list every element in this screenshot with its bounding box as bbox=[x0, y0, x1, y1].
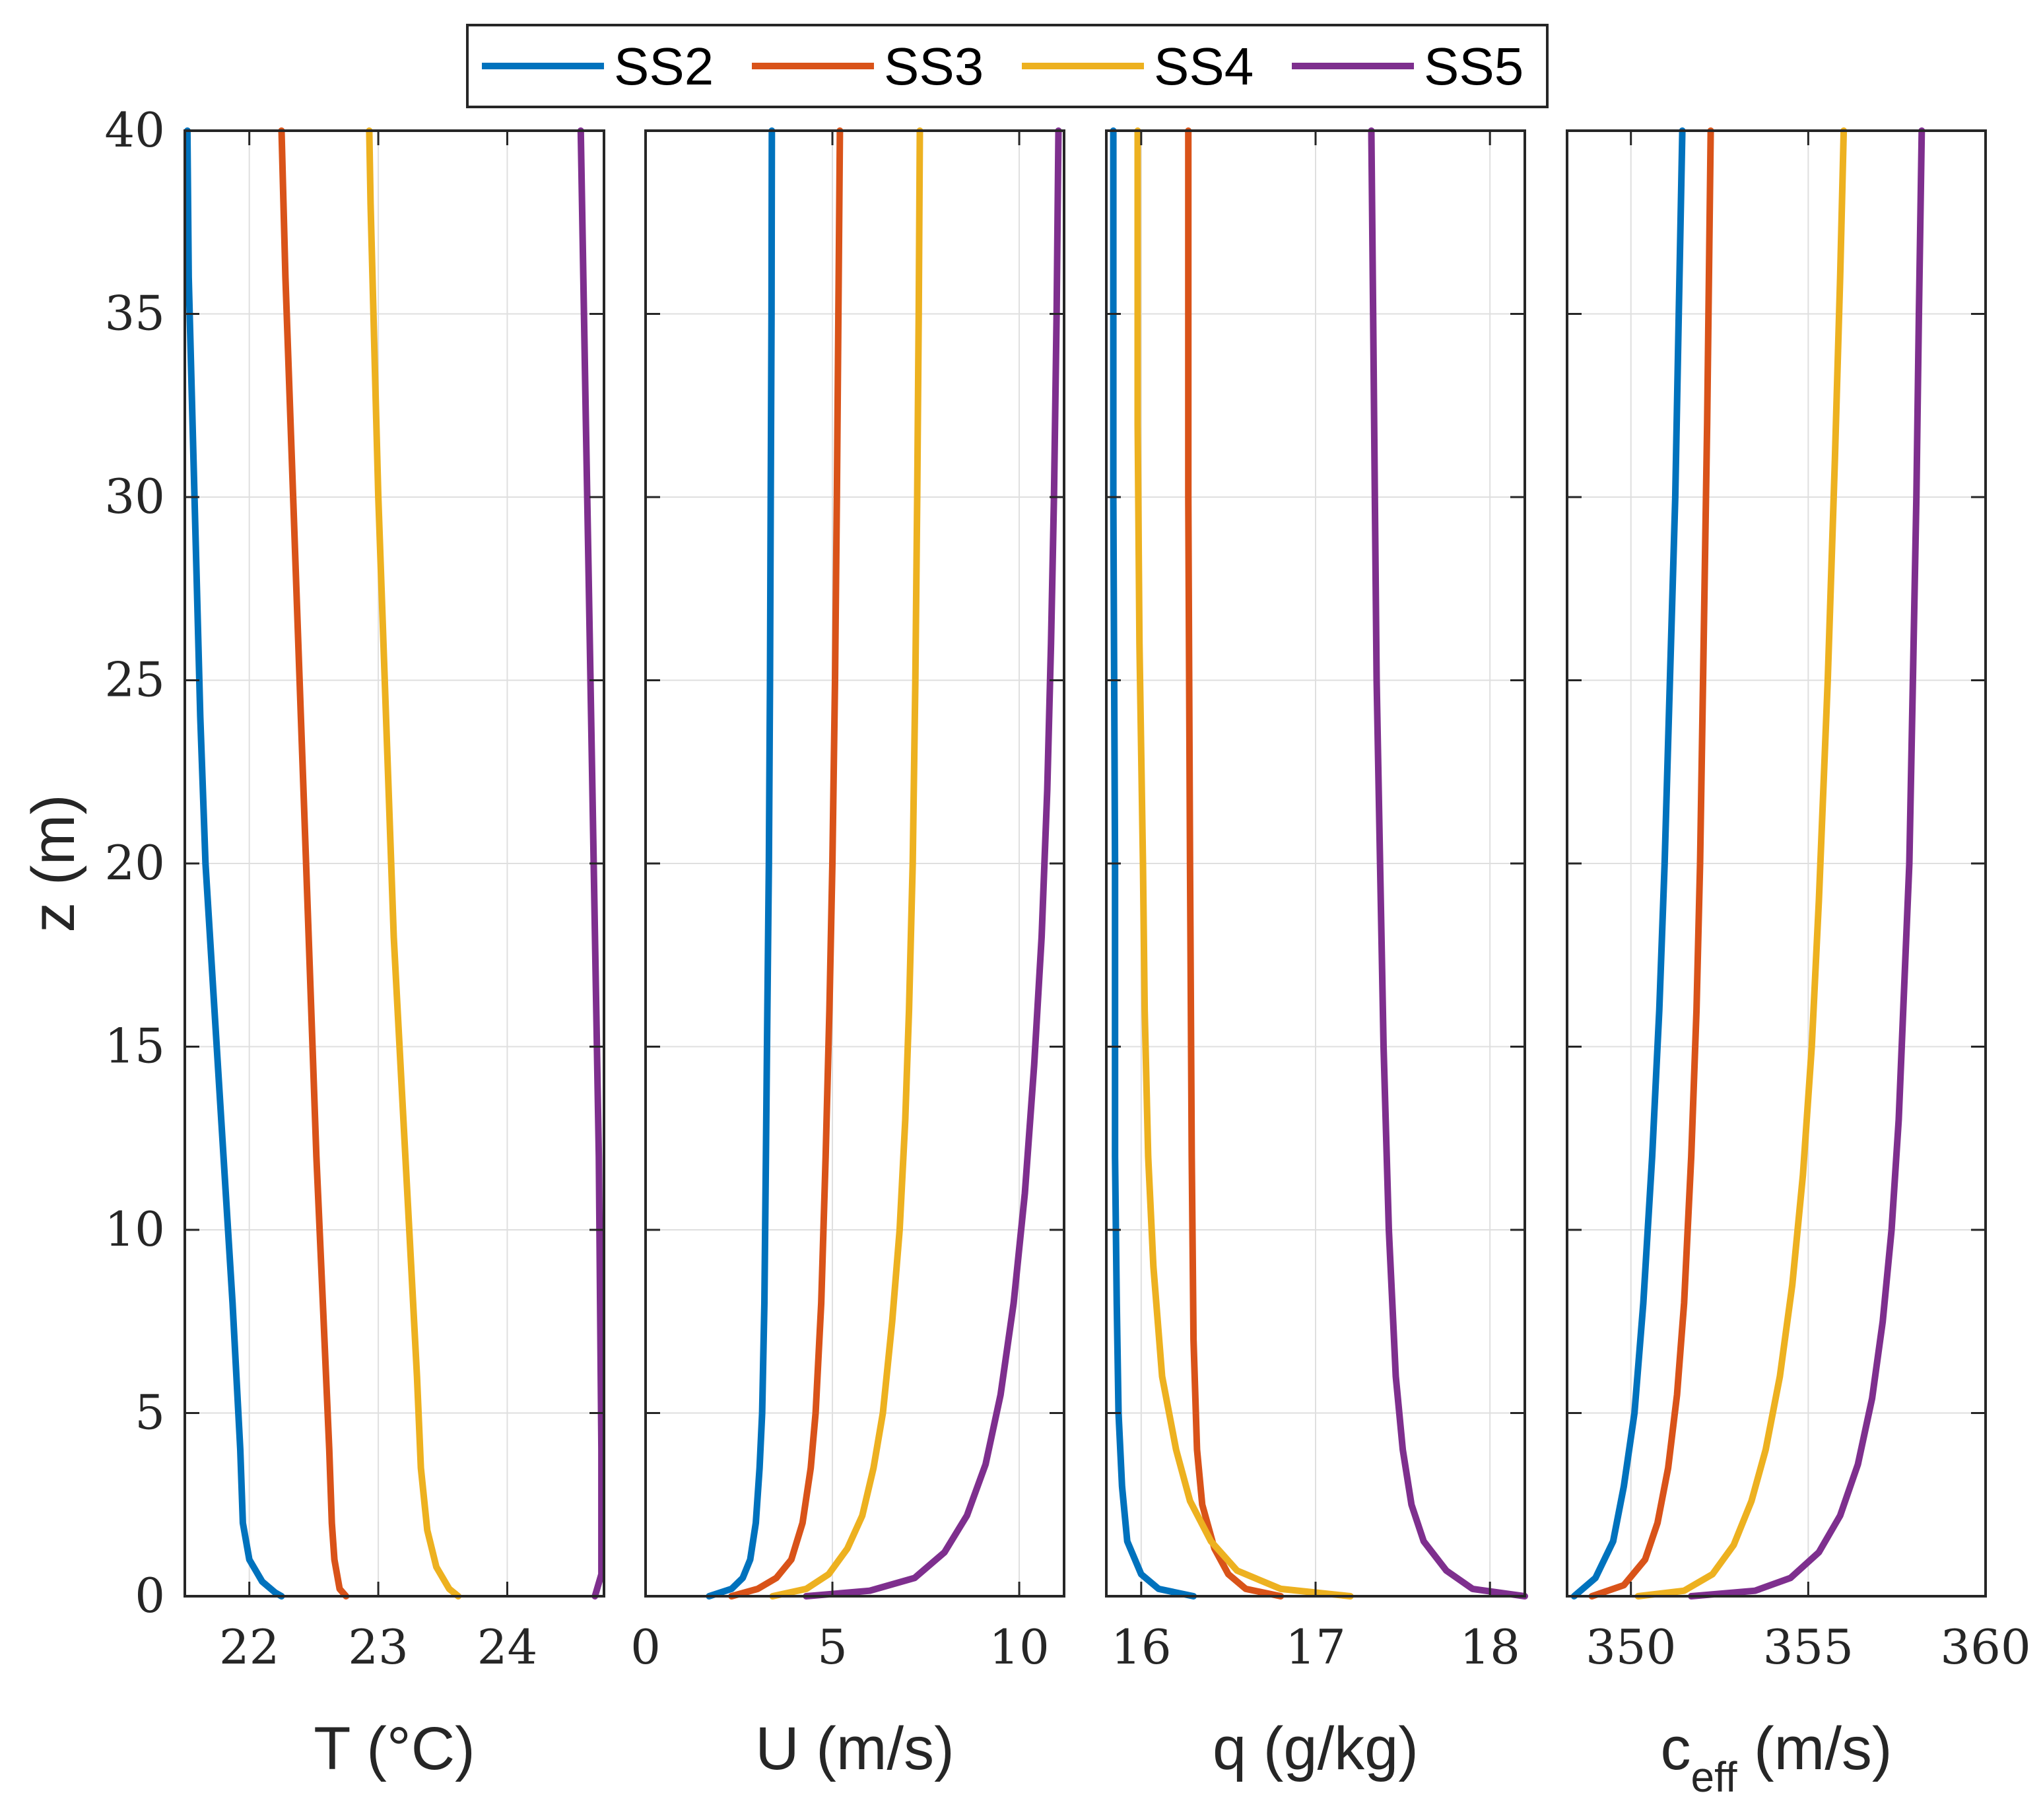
x-axis-label-subscript: eff bbox=[1691, 1753, 1737, 1801]
series-line-ss2 bbox=[706, 127, 776, 1600]
series-line-ss3 bbox=[728, 127, 844, 1600]
y-tick-label: 30 bbox=[104, 469, 165, 524]
legend-label: SS3 bbox=[884, 37, 984, 96]
x-axis-label-main: c bbox=[1660, 1715, 1691, 1782]
legend-entry-ss2: SS2 bbox=[482, 37, 714, 96]
x-tick-label: 0 bbox=[630, 1619, 661, 1675]
series-line-ss5 bbox=[577, 127, 605, 1600]
series-line-ss5 bbox=[803, 127, 1062, 1600]
x-tick-label: 10 bbox=[989, 1619, 1050, 1675]
legend-label: SS2 bbox=[614, 37, 714, 96]
y-tick-label: 10 bbox=[104, 1201, 165, 1257]
x-tick-label: 17 bbox=[1285, 1619, 1346, 1675]
x-tick-label: 24 bbox=[477, 1619, 538, 1675]
x-axis-label-main: U (m/s) bbox=[755, 1715, 954, 1782]
y-axis-label: z (m) bbox=[20, 794, 87, 932]
y-tick-label: 25 bbox=[104, 652, 165, 708]
legend-entry-ss5: SS5 bbox=[1292, 37, 1524, 96]
y-tick-label: 40 bbox=[104, 102, 165, 158]
series-line-ss3 bbox=[278, 127, 350, 1600]
legend-label: SS4 bbox=[1154, 37, 1254, 96]
y-tick-label: 20 bbox=[104, 835, 165, 891]
series-line-ss4 bbox=[366, 127, 462, 1600]
x-tick-label: 18 bbox=[1459, 1619, 1520, 1675]
legend-label: SS5 bbox=[1424, 37, 1524, 96]
legend-entry-ss4: SS4 bbox=[1022, 37, 1254, 96]
panel-frame bbox=[1566, 129, 1987, 1598]
panel-frame bbox=[1105, 129, 1526, 1598]
x-tick-label: 23 bbox=[348, 1619, 409, 1675]
series-line-ss4 bbox=[769, 127, 923, 1600]
panels: 22 23 24 0 5 10 15 20 25 30 35 40 T (°C) 0 5 10 U (m/s) 1… bbox=[104, 102, 2030, 1801]
y-tick-label: 15 bbox=[104, 1019, 165, 1074]
x-axis-label-q: q (g/kg) bbox=[1213, 1715, 1419, 1782]
panel-T: 22 23 24 0 5 10 15 20 25 30 35 40 T (°C) bbox=[104, 102, 605, 1782]
x-axis-label-T: T (°C) bbox=[314, 1715, 475, 1782]
panel-frame bbox=[184, 129, 605, 1598]
panel-frame bbox=[644, 129, 1065, 1598]
panel-ceff: 350 355 360 ceff (m/s) bbox=[1566, 127, 2031, 1801]
legend: SS2 SS3 SS4 SS5 bbox=[466, 24, 1549, 108]
x-tick-label: 22 bbox=[219, 1619, 280, 1675]
series-line-ss4 bbox=[1134, 127, 1354, 1600]
x-axis-label-tail: (m/s) bbox=[1737, 1715, 1892, 1782]
x-axis-label-main: T (°C) bbox=[314, 1715, 475, 1782]
series-line-ss5 bbox=[1688, 127, 1926, 1600]
x-axis-label-U: U (m/s) bbox=[755, 1715, 954, 1782]
x-axis-label-main: q (g/kg) bbox=[1213, 1715, 1419, 1782]
x-tick-label: 360 bbox=[1940, 1619, 2030, 1675]
y-tick-label: 35 bbox=[104, 286, 165, 341]
x-tick-label: 16 bbox=[1111, 1619, 1172, 1675]
x-axis-label-ceff: ceff (m/s) bbox=[1660, 1715, 1892, 1801]
series-line-ss4 bbox=[1634, 127, 1848, 1600]
x-tick-label: 355 bbox=[1763, 1619, 1854, 1675]
series-line-ss3 bbox=[1185, 127, 1285, 1600]
series-line-ss5 bbox=[1368, 127, 1528, 1600]
y-tick-label: 0 bbox=[135, 1568, 165, 1623]
y-tick-label: 5 bbox=[135, 1385, 165, 1440]
legend-entry-ss3: SS3 bbox=[752, 37, 984, 96]
panel-q: 16 17 18 q (g/kg) bbox=[1105, 127, 1528, 1782]
series-line-ss2 bbox=[1570, 127, 1686, 1600]
series-line-ss2 bbox=[184, 127, 285, 1600]
x-tick-label: 350 bbox=[1586, 1619, 1676, 1675]
x-tick-label: 5 bbox=[817, 1619, 848, 1675]
series-line-ss3 bbox=[1588, 127, 1714, 1600]
panel-U: 0 5 10 U (m/s) bbox=[630, 127, 1065, 1782]
